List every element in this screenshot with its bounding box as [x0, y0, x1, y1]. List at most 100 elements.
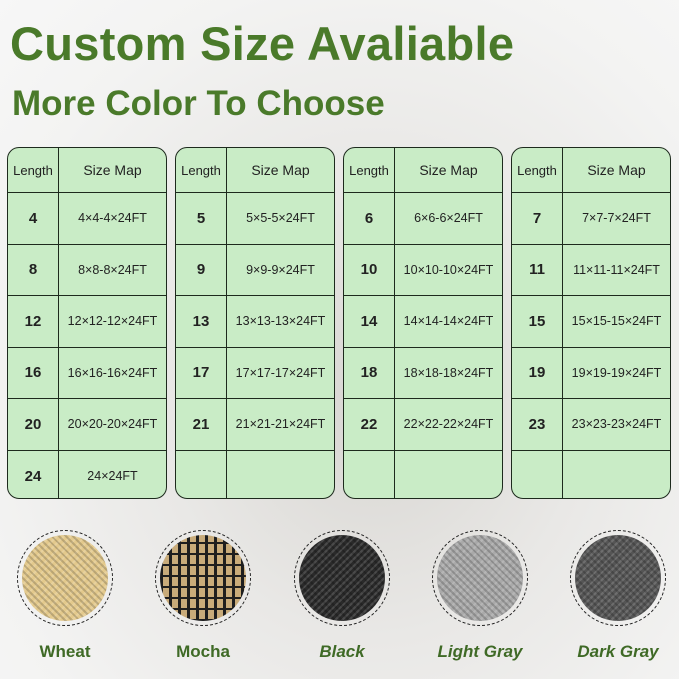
color-label: Mocha	[176, 642, 230, 661]
size-cell: 8×8-8×24FT	[78, 262, 147, 277]
size-cell	[395, 451, 502, 499]
size-map-header: Size Map	[419, 162, 478, 178]
table-row: 22 22×22-22×24FT	[344, 399, 502, 451]
length-cell: 7	[512, 193, 563, 244]
length-header: Length	[344, 148, 395, 192]
table-row: 16 16×16-16×24FT	[8, 347, 166, 399]
table-row: 9 9×9-9×24FT	[176, 244, 334, 296]
length-cell: 19	[512, 347, 563, 398]
size-cell: 20×20-20×24FT	[67, 417, 158, 432]
page-subtitle: More Color To Choose	[12, 84, 385, 123]
size-cell: 15×15-15×24FT	[571, 314, 662, 329]
size-table-1: Length Size Map 4 4×4-4×24FT 8 8×8-8×24FT 12 12…	[7, 147, 167, 499]
size-cell: 21×21-21×24FT	[235, 417, 326, 432]
size-table-3: Length Size Map 6 6×6-6×24FT 10 10×10-10×24FT…	[343, 147, 503, 499]
size-table-4: Length Size Map 7 7×7-7×24FT 11 11×11-11×24FT…	[511, 147, 671, 499]
table-row: 5 5×5-5×24FT	[176, 193, 334, 245]
table-row	[344, 450, 502, 499]
length-cell: 13	[176, 296, 227, 347]
table-row	[512, 450, 670, 499]
size-cell: 11×11-11×24FT	[573, 262, 660, 277]
fabric-texture	[160, 535, 246, 621]
length-cell: 8	[8, 244, 59, 295]
length-cell: 14	[344, 296, 395, 347]
length-cell: 21	[176, 399, 227, 450]
table-row: 21 21×21-21×24FT	[176, 399, 334, 451]
length-cell: 22	[344, 399, 395, 450]
table-row: 13 13×13-13×24FT	[176, 296, 334, 348]
length-cell: 12	[8, 296, 59, 347]
table-row: 24 24×24FT	[8, 450, 166, 498]
size-cell: 10×10-10×24FT	[403, 262, 494, 277]
color-swatch-wheat	[17, 530, 113, 626]
length-cell: 23	[512, 399, 563, 450]
size-cell	[227, 451, 334, 499]
size-cell: 13×13-13×24FT	[235, 314, 326, 329]
length-cell	[512, 450, 563, 498]
size-cell: 18×18-18×24FT	[403, 365, 494, 380]
length-header: Length	[176, 148, 227, 192]
size-cell: 24×24FT	[87, 469, 138, 484]
fabric-texture	[437, 535, 523, 621]
color-label: Light Gray	[437, 642, 523, 661]
table-row: 7 7×7-7×24FT	[512, 193, 670, 245]
length-header: Length	[8, 148, 59, 192]
table-header-row: Length Size Map	[512, 148, 670, 193]
table-header-row: Length Size Map	[344, 148, 502, 193]
length-cell: 17	[176, 347, 227, 398]
size-cell: 6×6-6×24FT	[414, 211, 483, 226]
size-cell: 5×5-5×24FT	[246, 211, 315, 226]
fabric-texture	[575, 535, 661, 621]
size-table-2: Length Size Map 5 5×5-5×24FT 9 9×9-9×24FT 13 13…	[175, 147, 335, 499]
color-swatch-light-gray	[432, 530, 528, 626]
table-header-row: Length Size Map	[8, 148, 166, 193]
color-swatch-black	[294, 530, 390, 626]
size-cell	[563, 451, 670, 499]
size-cell: 17×17-17×24FT	[235, 365, 326, 380]
table-row: 11 11×11-11×24FT	[512, 244, 670, 296]
table-row: 8 8×8-8×24FT	[8, 244, 166, 296]
fabric-texture	[22, 535, 108, 621]
fabric-texture	[299, 535, 385, 621]
color-label: Dark Gray	[577, 642, 659, 661]
table-row: 6 6×6-6×24FT	[344, 193, 502, 245]
length-cell	[176, 450, 227, 498]
size-cell: 12×12-12×24FT	[67, 314, 158, 329]
length-cell: 20	[8, 399, 59, 450]
page-title: Custom Size Avaliable	[10, 17, 515, 70]
length-cell: 15	[512, 296, 563, 347]
length-cell: 9	[176, 244, 227, 295]
size-cell: 7×7-7×24FT	[582, 211, 651, 226]
length-cell: 16	[8, 347, 59, 398]
size-cell: 22×22-22×24FT	[403, 417, 494, 432]
size-cell: 23×23-23×24FT	[571, 417, 662, 432]
size-cell: 14×14-14×24FT	[403, 314, 494, 329]
size-map-header: Size Map	[587, 162, 646, 178]
color-label: Wheat	[39, 642, 91, 661]
length-cell: 5	[176, 193, 227, 244]
table-row: 18 18×18-18×24FT	[344, 347, 502, 399]
length-cell: 11	[512, 244, 563, 295]
table-row: 4 4×4-4×24FT	[8, 193, 166, 245]
length-cell: 10	[344, 244, 395, 295]
length-cell: 18	[344, 347, 395, 398]
table-row: 23 23×23-23×24FT	[512, 399, 670, 451]
table-header-row: Length Size Map	[176, 148, 334, 193]
length-header: Length	[512, 148, 563, 192]
table-row: 17 17×17-17×24FT	[176, 347, 334, 399]
table-row: 19 19×19-19×24FT	[512, 347, 670, 399]
size-cell: 9×9-9×24FT	[246, 262, 315, 277]
color-swatch-mocha	[155, 530, 251, 626]
length-cell: 24	[8, 450, 59, 498]
table-row	[176, 450, 334, 499]
size-cell: 4×4-4×24FT	[78, 211, 147, 226]
length-cell: 4	[8, 193, 59, 244]
table-row: 15 15×15-15×24FT	[512, 296, 670, 348]
table-row: 14 14×14-14×24FT	[344, 296, 502, 348]
table-row: 12 12×12-12×24FT	[8, 296, 166, 348]
length-cell: 6	[344, 193, 395, 244]
length-cell	[344, 450, 395, 498]
table-row: 10 10×10-10×24FT	[344, 244, 502, 296]
size-cell: 19×19-19×24FT	[571, 365, 662, 380]
size-cell: 16×16-16×24FT	[67, 365, 158, 380]
